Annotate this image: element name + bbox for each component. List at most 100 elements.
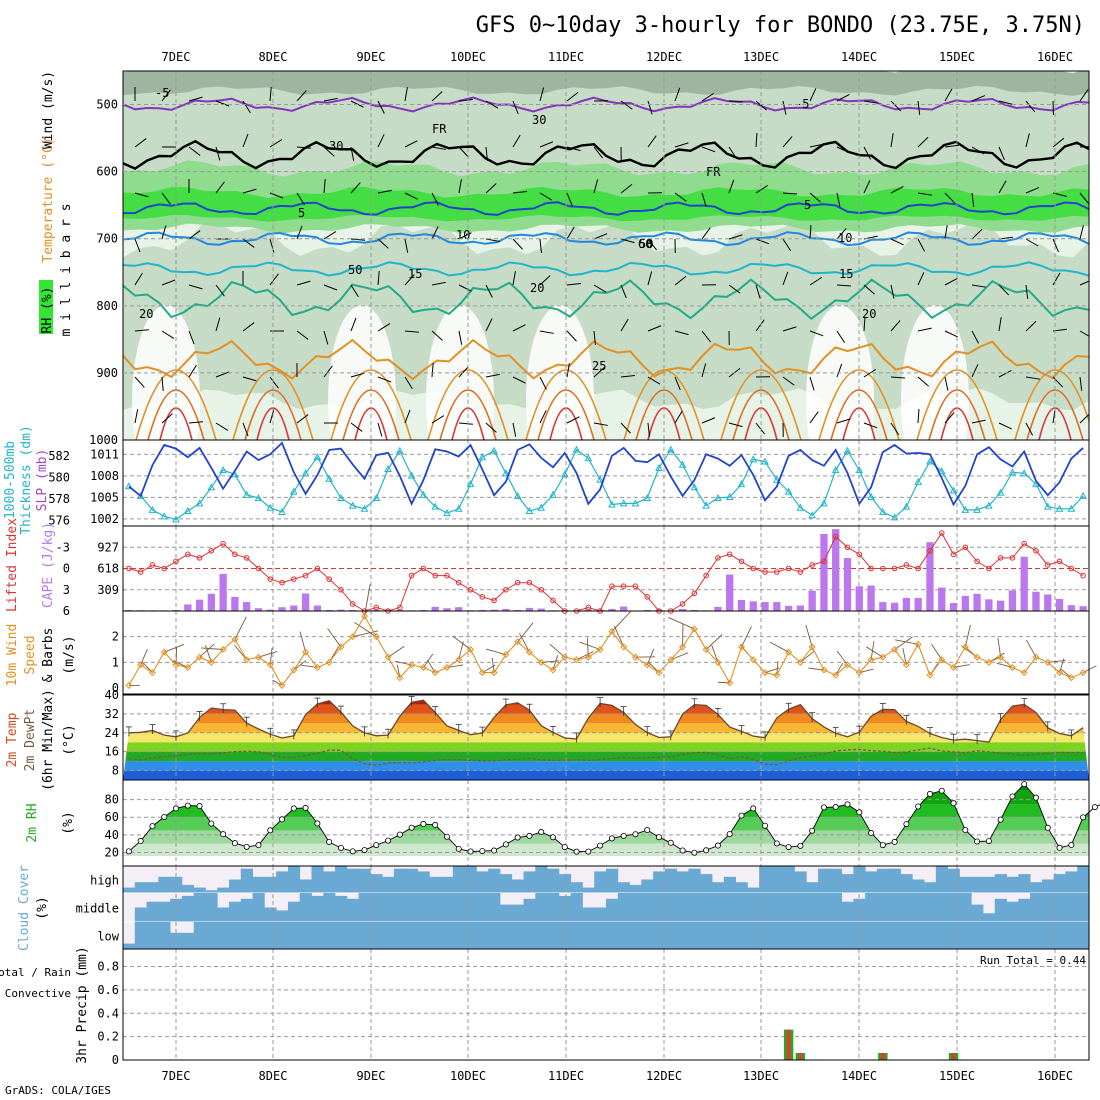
cloud-cell [653,922,666,949]
wind-barb [890,320,901,332]
wind-barb [701,192,707,207]
cloud-cell [158,901,171,922]
rh-tick: 40 [105,828,119,842]
wind-barb [242,376,257,382]
cloud-cell [1030,922,1043,949]
wind-barb [1052,376,1064,388]
wind-barb [404,140,418,148]
wind-barb [836,418,851,424]
lifted-index-point [1056,558,1063,565]
cloud-cell [606,868,619,893]
top-date-label: 16DEC [1037,50,1073,64]
wind-barb [917,408,920,424]
cloud-cell [299,879,312,893]
cloud-cell [335,895,348,922]
lifted-index-point [1080,572,1086,579]
wind-barb [242,188,257,194]
wind-barb-10m [741,626,752,648]
thickness-point [878,507,887,516]
cloud-cell [158,876,171,893]
cloud-cell [947,922,960,949]
wind-barb [323,179,326,194]
cape-bar [219,573,227,611]
cloud-cell [523,871,536,893]
lifted-index-point [232,551,238,558]
wind-barb [674,330,689,336]
wind-barb [944,330,958,338]
wind-speed-point [1044,658,1052,666]
wind-barb-10m [576,651,594,661]
label-wind-speed: Speed [23,635,38,674]
cloud-cell [982,876,996,893]
wind-speed-point [172,661,180,669]
cape-bar [184,604,192,611]
bottom-date-label: 12DEC [646,1069,682,1083]
wind-barb [431,226,439,240]
cloud-cell [558,922,572,949]
cloud-cell [888,893,901,922]
wind-barb [350,182,361,194]
thickness-point [902,502,911,510]
cloud-cell [405,868,418,893]
rh-point [750,805,757,812]
cloud-cell [876,868,890,893]
cape-bar [172,609,180,611]
wind-barb [539,141,554,148]
wind-barb [755,238,770,245]
lifted-index-point [503,586,509,593]
cloud-cell [629,893,642,922]
thickness-point [772,475,781,483]
rh-band [123,186,1089,222]
label-wind-10m: 10m Wind [5,624,20,687]
thickness-point [443,509,451,517]
dry-plume [901,305,969,440]
warm-contour [232,369,314,440]
warm-contour [1026,389,1084,440]
wind-barb-10m [201,647,224,650]
wind-barb [863,368,877,378]
cloud-cell [193,887,206,893]
thickness-point [855,466,864,474]
wind-speed-point [396,674,404,682]
wind-speed-point [431,669,439,677]
cape-bar [243,602,251,611]
wind-speed-point [938,656,946,664]
wind-speed-point [408,661,416,669]
wind-speed-point [490,669,498,677]
cape-bar [537,608,545,611]
rh-point [373,842,380,849]
rh-point [538,829,545,836]
cape-bar [608,608,616,611]
cloud-cell [664,868,678,893]
lifted-index-point [797,569,804,575]
wind-barb [485,284,493,298]
cape-bar [726,574,734,611]
cloud-cell [170,876,183,893]
lifted-index-point [785,565,792,572]
thickness-point [431,502,440,510]
cloud-cell [829,922,843,949]
slp-line [128,441,1084,507]
rh-point [337,844,344,851]
cape-bar [961,595,969,611]
bottom-date-label: 16DEC [1037,1069,1073,1083]
contour-label: 60 [638,237,652,251]
cloud-cell [594,871,607,893]
cape-bar [926,542,934,611]
wind-barb [944,376,949,391]
lifted-index-point [585,604,592,611]
cape-bar [643,609,651,611]
wind-barb [674,192,687,202]
precip-tick: 0.4 [97,1006,119,1020]
cloud-cell [429,922,442,949]
precip-panel: 0.8 0.6 0.4 0.2 0 Run Total = 0.44 Total / Rai… [0,946,1090,1067]
wind-barb [458,366,469,378]
contour-label: 30 [329,139,343,153]
lifted-index-point [550,597,556,604]
label-thickness-1: 1000-500mb [3,441,18,519]
wind-barb [917,376,929,387]
wind-speed-point [573,656,581,664]
thickness-point [1067,504,1076,512]
wind-barb [161,376,164,391]
